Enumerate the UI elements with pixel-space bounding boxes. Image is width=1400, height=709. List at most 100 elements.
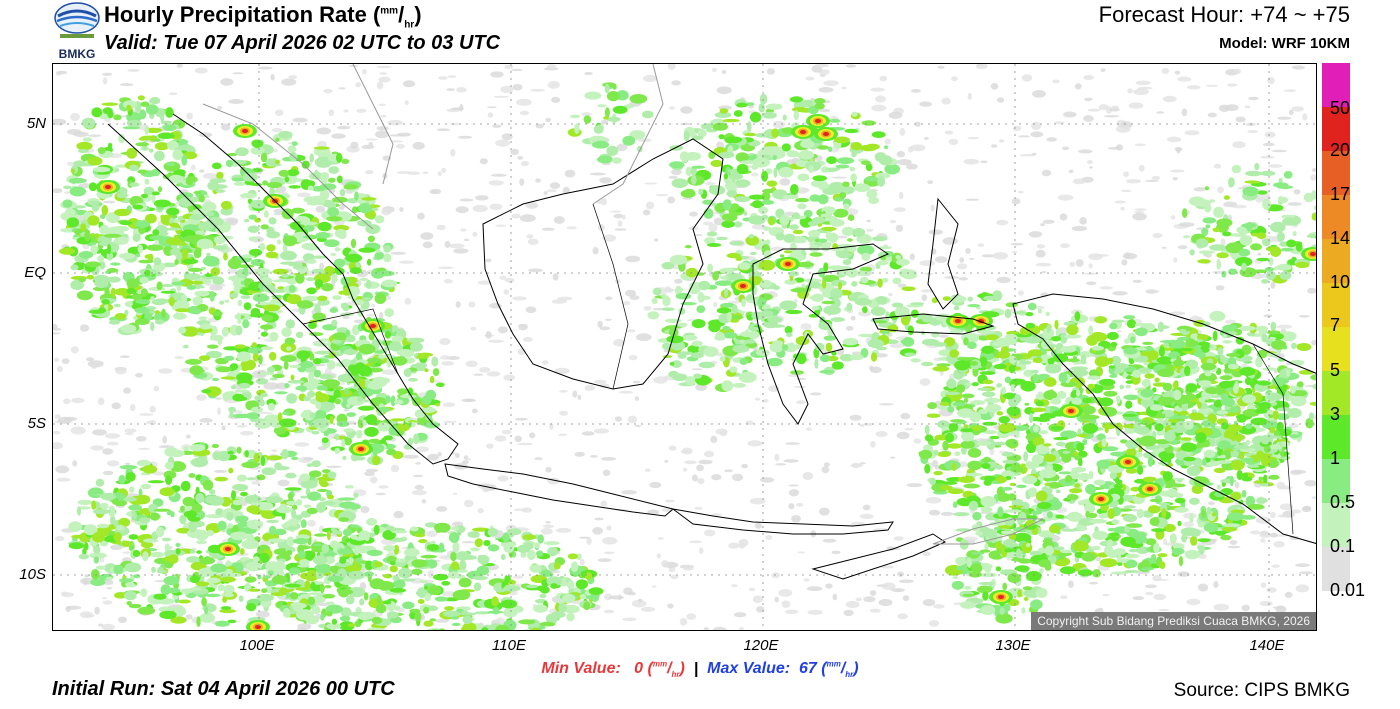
precip-cell <box>85 261 102 268</box>
precip-cell <box>1126 179 1141 184</box>
precip-cell <box>1153 593 1167 601</box>
precip-cell <box>339 621 355 630</box>
precip-cell <box>114 288 131 296</box>
precip-cell <box>691 474 698 482</box>
precip-cell <box>310 581 316 591</box>
precip-cell <box>93 274 110 283</box>
precip-cell <box>1080 354 1087 365</box>
precip-cell <box>431 188 442 195</box>
precip-cell <box>1038 530 1055 538</box>
precip-cell <box>296 192 311 198</box>
precip-cell <box>392 575 400 581</box>
precip-cell <box>1213 467 1226 474</box>
precip-cell <box>132 549 141 558</box>
precip-cell <box>775 463 787 466</box>
precip-cell <box>229 410 234 418</box>
precip-cell <box>969 258 975 260</box>
precip-cell <box>749 111 762 123</box>
precip-cell <box>421 407 437 413</box>
precip-cell <box>286 519 299 526</box>
precip-cell <box>501 429 512 435</box>
precip-cell <box>270 74 275 81</box>
precip-cell <box>997 97 1005 103</box>
precip-cell <box>158 606 174 612</box>
precip-cell <box>134 307 150 314</box>
precip-cell <box>794 385 806 389</box>
precip-cell <box>911 89 921 93</box>
precip-cell <box>836 157 855 165</box>
precip-cell <box>581 112 592 117</box>
precip-cell <box>1236 469 1243 481</box>
precip-cell <box>924 424 930 435</box>
precip-cell <box>340 382 346 385</box>
precip-cell <box>365 138 378 141</box>
precip-cell <box>879 75 888 82</box>
precip-cell <box>647 509 660 515</box>
precip-cell <box>185 177 194 186</box>
precip-cell <box>343 348 357 356</box>
precip-cell <box>304 245 320 251</box>
precip-cell <box>1009 482 1016 487</box>
precip-cell <box>157 132 175 139</box>
precip-cell <box>461 460 469 464</box>
precip-cell <box>153 508 171 512</box>
precip-cell <box>144 178 150 185</box>
precip-cell <box>1180 437 1192 441</box>
precip-cell <box>209 290 215 302</box>
precip-cell <box>304 580 311 590</box>
precip-cell <box>215 225 226 234</box>
precip-cell <box>383 573 393 579</box>
precip-cell <box>1115 395 1121 404</box>
precip-cell <box>438 542 445 553</box>
precip-cell <box>1021 74 1033 82</box>
precip-cell <box>193 249 202 259</box>
precip-cell <box>318 525 325 534</box>
precip-cell <box>260 399 265 407</box>
precip-cell <box>604 551 615 555</box>
precip-cell <box>233 511 244 517</box>
precip-cell <box>244 450 249 458</box>
precip-cell <box>457 135 473 139</box>
precip-cell <box>870 87 885 92</box>
precip-cell <box>758 103 765 113</box>
precip-cell <box>113 114 122 121</box>
precip-cell <box>519 214 536 223</box>
precip-cell <box>855 597 863 602</box>
precip-cell <box>796 400 806 404</box>
precip-cell <box>379 311 384 320</box>
precip-cell <box>300 479 318 489</box>
precip-cell <box>1178 222 1195 227</box>
precip-cell <box>1257 252 1262 256</box>
precip-cell <box>291 602 307 609</box>
precip-cell <box>348 557 354 564</box>
precip-cell <box>262 304 281 312</box>
precip-cell <box>453 248 469 254</box>
precip-cell <box>1143 361 1150 366</box>
precip-cell <box>566 612 575 622</box>
precip-cell <box>389 565 398 573</box>
precip-cell <box>219 609 237 614</box>
precip-cell <box>398 260 415 264</box>
precip-cell <box>70 168 76 174</box>
precip-cell <box>512 84 523 91</box>
precip-cell <box>603 609 615 614</box>
precip-cell <box>153 385 160 392</box>
precip-cell <box>151 192 156 204</box>
precip-cell <box>407 171 421 175</box>
precip-cell <box>549 423 554 430</box>
precip-cell <box>275 137 280 142</box>
precipitation-map[interactable]: Copyright Sub Bidang Prediksi Cuaca BMKG… <box>52 63 1317 631</box>
precip-cell <box>859 513 874 519</box>
precip-cell <box>246 477 256 481</box>
precip-cell <box>570 561 579 572</box>
precip-cell <box>605 296 613 301</box>
precip-cell <box>348 623 355 627</box>
precip-cell <box>126 287 136 295</box>
precip-cell <box>172 312 187 320</box>
precip-cell <box>1284 591 1293 599</box>
precip-cell <box>842 181 850 187</box>
precip-cell <box>1087 108 1101 112</box>
precip-cell <box>902 595 910 601</box>
precip-cell <box>205 593 221 598</box>
precip-cell <box>241 539 260 550</box>
